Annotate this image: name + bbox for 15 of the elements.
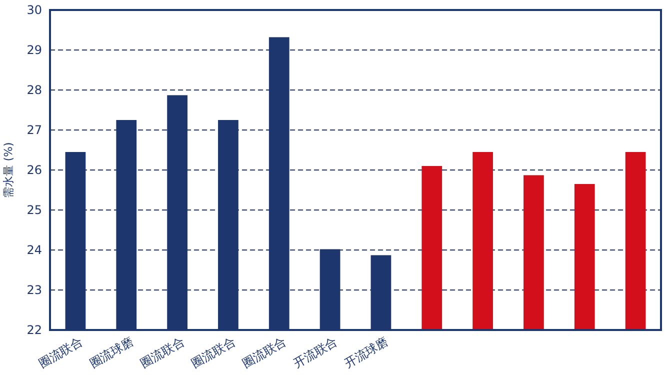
x-tick-label: 圈流联合 xyxy=(138,334,187,371)
y-tick-label: 29 xyxy=(26,43,42,58)
y-tick-label: 27 xyxy=(26,123,42,138)
y-tick-label: 28 xyxy=(26,83,42,98)
y-tick-label: 26 xyxy=(26,163,42,178)
x-tick-label: 开流球磨 xyxy=(342,334,390,371)
y-axis-title: 需水量 (%) xyxy=(2,142,15,198)
y-tick-label: 23 xyxy=(26,283,42,298)
y-tick-label: 25 xyxy=(26,203,42,218)
y-tick-label: 30 xyxy=(26,3,42,18)
x-tick-label: 开流联合 xyxy=(290,334,340,371)
x-tick-label: 圈流球磨 xyxy=(87,334,136,371)
x-tick-label: 圈流联合 xyxy=(240,334,289,371)
x-tick-label: 圈流联合 xyxy=(189,334,238,371)
y-tick-label: 24 xyxy=(26,243,42,258)
